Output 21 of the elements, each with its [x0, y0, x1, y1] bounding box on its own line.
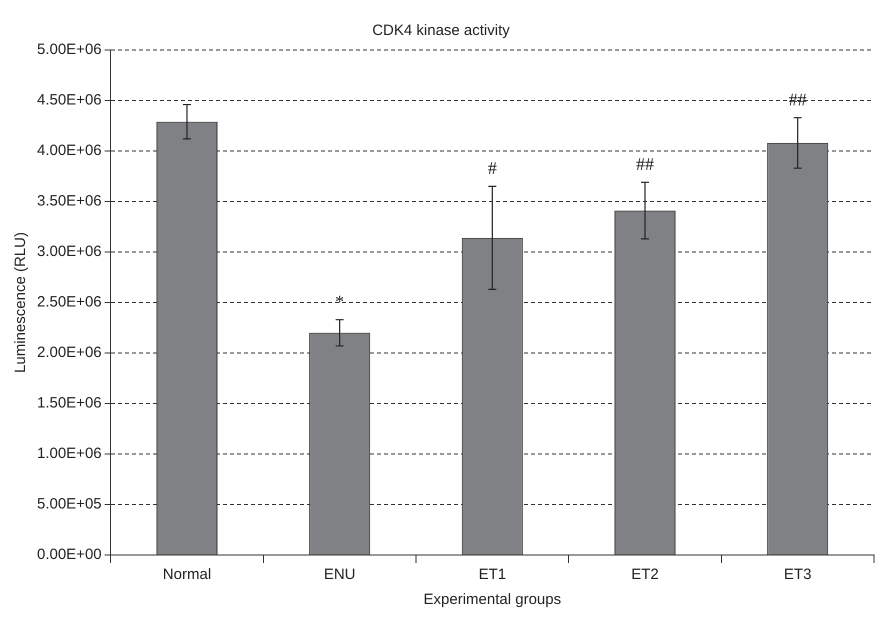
y-tick-label: 2.00E+06: [36, 344, 102, 362]
x-tick-label: ET3: [784, 566, 812, 584]
x-axis-title: Experimental groups: [424, 591, 562, 608]
x-tick-label: ET1: [478, 566, 506, 584]
y-tick-label: 3.50E+06: [36, 192, 102, 210]
y-tick-label: 5.00E+05: [36, 496, 102, 513]
annotation: #: [488, 158, 497, 178]
y-tick-label: 4.00E+06: [36, 142, 102, 160]
y-axis-title: Luminescence (RLU): [12, 232, 30, 373]
y-tick-label: 1.00E+06: [36, 445, 102, 462]
annotation: ##: [636, 154, 654, 174]
chart-title: CDK4 kinase activity: [372, 22, 510, 40]
x-tick-label: ENU: [324, 566, 356, 584]
y-tick-label: 1.50E+06: [36, 394, 102, 412]
y-tick-label: 5.00E+06: [36, 41, 102, 58]
x-tick-label: ET2: [631, 566, 659, 584]
x-tick-label: Normal: [162, 566, 212, 584]
y-tick-label: 2.50E+06: [36, 294, 102, 311]
y-tick-label: 0.00E+00: [36, 546, 102, 564]
y-tick-label: 4.50E+06: [36, 92, 102, 109]
y-tick-label: 3.00E+06: [36, 243, 102, 260]
